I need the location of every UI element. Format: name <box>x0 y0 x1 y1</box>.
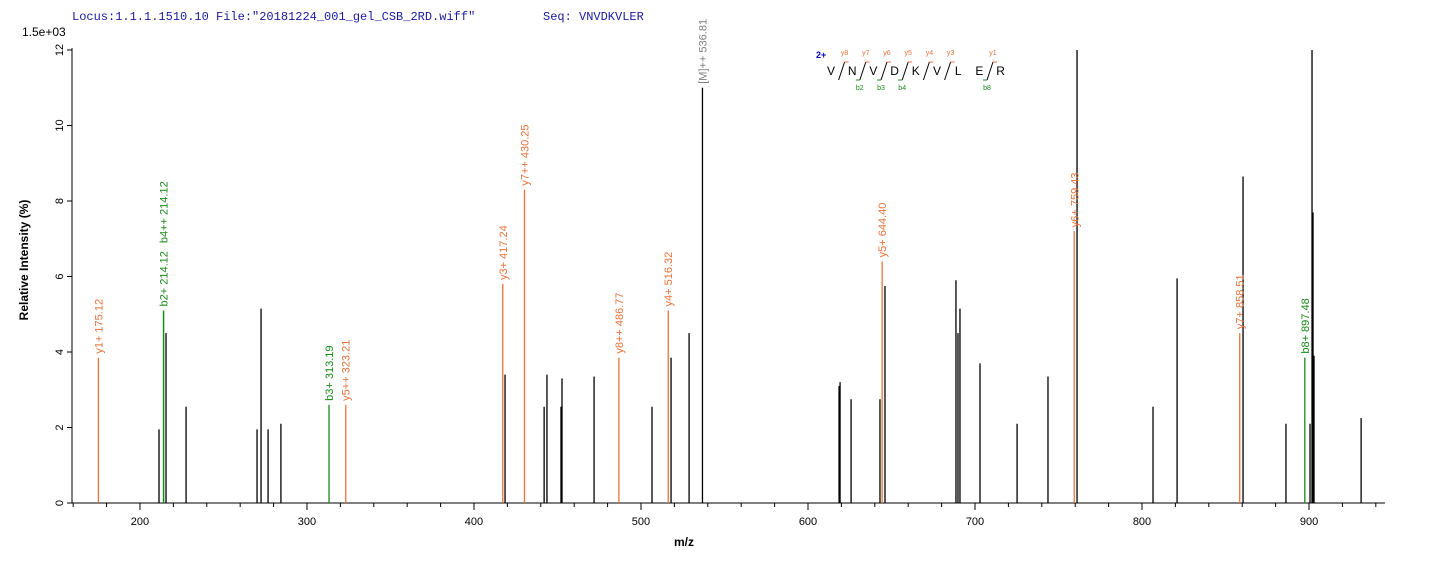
x-tick-label: 400 <box>465 516 483 528</box>
x-tick-label: 200 <box>131 516 149 528</box>
y-tick-label: 10 <box>54 119 66 131</box>
peak-label: y7++ 430.25 <box>520 125 532 186</box>
residue: R <box>996 64 1005 78</box>
cleavage <box>922 61 930 81</box>
cleavage <box>901 61 909 81</box>
peak-label: b2+ 214.12 <box>159 251 171 306</box>
residue: V <box>933 64 941 78</box>
x-axis-label: m/z <box>674 535 694 549</box>
b-ion: b4 <box>898 85 906 92</box>
peak-label: y5+ 644.40 <box>877 203 889 258</box>
y-tick-label: 8 <box>54 198 66 204</box>
residue: V <box>869 64 877 78</box>
residue: L <box>955 64 962 78</box>
y-ion: y1 <box>989 50 997 57</box>
y-tick-label: 6 <box>54 273 66 279</box>
y-tick-label: 2 <box>54 424 66 430</box>
y-ion: y5 <box>904 50 912 57</box>
x-tick-label: 500 <box>632 516 650 528</box>
x-tick-label: 300 <box>298 516 316 528</box>
y-ion: y4 <box>926 50 934 57</box>
charge: 2+ <box>816 50 826 60</box>
y-ion: y7 <box>862 50 870 57</box>
peak-label: [M]++ 536.81 <box>697 19 709 84</box>
y-tick-label: 12 <box>54 44 66 56</box>
residue: N <box>848 64 857 78</box>
peak-label: y5++ 323.21 <box>341 340 353 401</box>
x-tick-label: 700 <box>966 516 984 528</box>
b-ion: b2 <box>856 85 864 92</box>
peak-label: b3+ 313.19 <box>324 345 336 400</box>
y-ion: y6 <box>883 50 891 57</box>
cleavage <box>880 61 888 81</box>
cleavage <box>859 61 867 81</box>
residue: K <box>912 64 920 78</box>
peak-label: y8++ 486.77 <box>614 292 626 353</box>
y-tick-label: 0 <box>54 500 66 506</box>
peak-label: y6+ 759.43 <box>1069 172 1081 227</box>
x-tick-label: 800 <box>1133 516 1151 528</box>
peak-label: y4+ 516.32 <box>663 252 675 307</box>
peak-label: y3+ 417.24 <box>498 225 510 280</box>
y-ion: y8 <box>841 50 849 57</box>
cleavage <box>944 61 952 81</box>
residue: D <box>890 64 899 78</box>
peak-label: b4++ 214.12 <box>159 181 171 243</box>
y-axis-label: Relative Intensity (%) <box>17 200 31 321</box>
x-tick-label: 600 <box>799 516 817 528</box>
residue: V <box>827 64 835 78</box>
cleavage <box>838 61 846 81</box>
peak-label: y1+ 175.12 <box>93 299 105 354</box>
peak-label: b8+ 897.48 <box>1300 298 1312 353</box>
x-tick-label: 900 <box>1300 516 1318 528</box>
header: Locus:1.1.1.1510.10 File:"20181224_001_g… <box>72 10 475 24</box>
peak-label: y7+ 858.51 <box>1235 274 1247 329</box>
scale-label: 1.5e+03 <box>22 25 66 39</box>
y-ion: y3 <box>947 50 955 57</box>
b-ion: b8 <box>983 85 991 92</box>
b-ion: b3 <box>877 85 885 92</box>
sequence-label: Seq: VNVDKVLER <box>543 10 644 24</box>
residue: E <box>975 64 983 78</box>
cleavage <box>986 61 994 81</box>
y-tick-label: 4 <box>54 349 66 355</box>
